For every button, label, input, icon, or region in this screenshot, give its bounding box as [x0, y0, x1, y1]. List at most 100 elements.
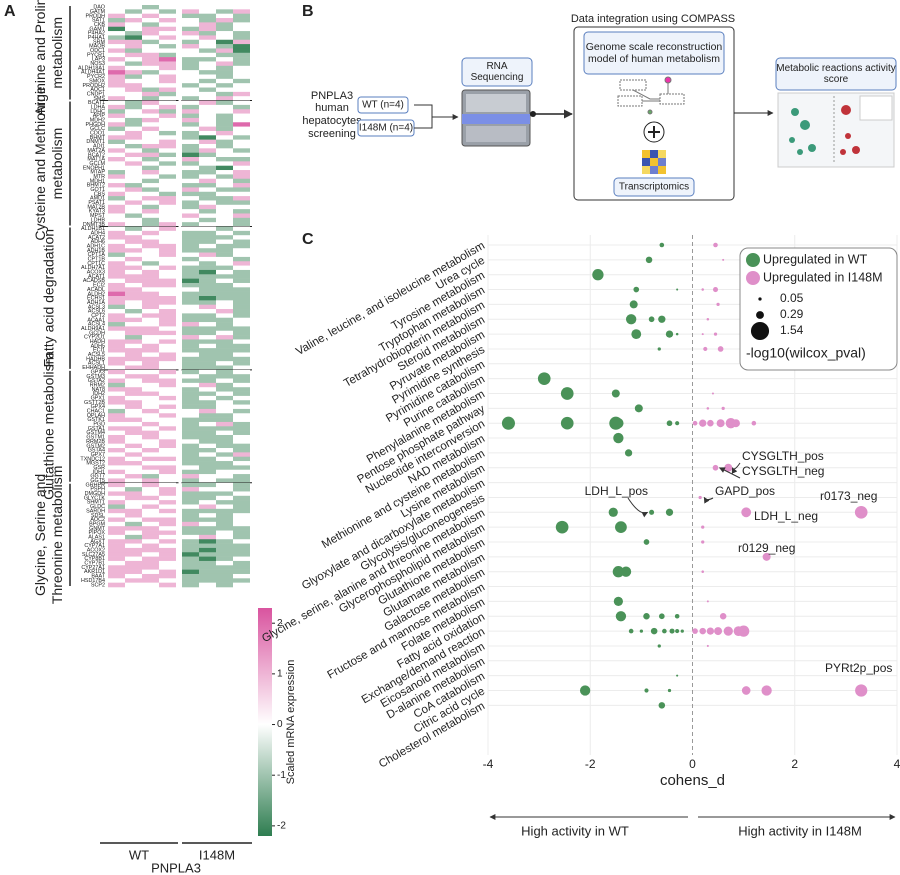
- heatmap-cell: [216, 143, 233, 149]
- heatmap-cell: [142, 239, 159, 245]
- heatmap-cell: [142, 78, 159, 84]
- heatmap-cell: [199, 404, 216, 410]
- heatmap-cell: [142, 526, 159, 531]
- annotation: LDH_L_neg: [754, 509, 818, 523]
- heatmap-cell: [233, 187, 250, 193]
- heatmap-cell: [159, 91, 176, 97]
- annotation: CYSGLTH_pos: [742, 449, 824, 463]
- heatmap-cell: [233, 504, 250, 510]
- heatmap-cell: [142, 534, 159, 540]
- heatmap-cell: [125, 143, 142, 149]
- heatmap-cell: [216, 122, 233, 127]
- heatmap-cell: [233, 500, 250, 505]
- heatmap-cell: [216, 265, 233, 271]
- heatmap-cell: [182, 487, 199, 492]
- heatmap-cell: [125, 161, 142, 167]
- heatmap-cell: [108, 222, 125, 227]
- gene-label: GCLM: [89, 161, 105, 167]
- heatmap-cell: [142, 343, 159, 349]
- gene-label: ACADSB: [83, 278, 106, 284]
- heatmap-cell: [142, 152, 159, 158]
- heatmap-cell: [233, 122, 250, 127]
- heatmap-cell: [108, 48, 125, 54]
- heatmap-cell: [199, 143, 216, 149]
- group-label: Threonine metabolism: [49, 466, 65, 605]
- heatmap-cell: [182, 374, 199, 379]
- heatmap-cell: [142, 70, 159, 75]
- heatmap-cell: [142, 465, 159, 471]
- heatmap-cell: [108, 230, 125, 236]
- heatmap-cell: [233, 113, 250, 119]
- gene-label: GSTT2B: [84, 400, 105, 406]
- heatmap-cell: [199, 13, 216, 19]
- heatmap-cell: [216, 322, 233, 327]
- heatmap-cell: [182, 469, 199, 475]
- heatmap-cell: [142, 378, 159, 384]
- heatmap-cell: [142, 309, 159, 314]
- heatmap-cell: [159, 456, 176, 462]
- heatmap-cell: [233, 31, 250, 36]
- gene-label: GLYCTK: [84, 495, 106, 501]
- heatmap-cell: [125, 487, 142, 492]
- heatmap-cell: [159, 148, 176, 153]
- heatmap-cell: [142, 552, 159, 557]
- heatmap-cell: [216, 296, 233, 301]
- heatmap-cell: [159, 517, 176, 523]
- heatmap-cell: [159, 417, 176, 423]
- gene-label: SLC27A5: [82, 552, 105, 558]
- heatmap-cell: [108, 170, 125, 175]
- heatmap-cell: [108, 400, 125, 405]
- heatmap-cell: [108, 526, 125, 531]
- heatmap-cell: [182, 448, 199, 453]
- heatmap-cell: [125, 22, 142, 28]
- heatmap-cell: [108, 461, 125, 466]
- heatmap-cell: [159, 478, 176, 484]
- workflow-title: Data integration using COMPASS: [571, 13, 735, 25]
- gene-label: BHMT: [90, 135, 106, 141]
- heatmap-cell: [182, 9, 199, 14]
- heatmap-cell: [159, 191, 176, 197]
- column-label: I148M: [199, 847, 235, 862]
- heatmap-cell: [159, 582, 176, 588]
- heatmap-cell: [142, 187, 159, 193]
- heatmap-cell: [199, 170, 216, 175]
- heatmap-cell: [159, 222, 176, 227]
- heatmap-cell: [216, 330, 233, 336]
- gene-label: ECI2: [93, 283, 105, 289]
- heatmap-cell: [182, 461, 199, 466]
- heatmap-cell: [182, 18, 199, 23]
- heatmap-cell: [199, 343, 216, 349]
- heatmap-cell: [199, 57, 216, 62]
- heatmap-cell: [182, 96, 199, 101]
- step-box: [461, 57, 533, 87]
- heatmap-cell: [125, 174, 142, 180]
- heatmap-cell: [182, 426, 199, 431]
- heatmap-cell: [233, 478, 250, 484]
- heatmap-cell: [216, 126, 233, 132]
- dot: [699, 419, 707, 427]
- heatmap-cell: [125, 252, 142, 258]
- gene-label: ALDH18A1: [78, 65, 105, 71]
- heatmap-cell: [125, 122, 142, 127]
- gene-label: HADHB: [86, 356, 105, 362]
- heatmap-cell: [182, 143, 199, 149]
- heatmap-cell: [125, 287, 142, 292]
- heatmap-cell: [216, 573, 233, 579]
- heatmap-cell: [142, 330, 159, 336]
- heatmap-cell: [216, 39, 233, 45]
- heatmap-cell: [216, 539, 233, 544]
- dot: [625, 314, 637, 325]
- heatmap-cell: [142, 200, 159, 206]
- heatmap-cell: [159, 22, 176, 28]
- heatmap-cell: [216, 508, 233, 514]
- heatmap-cell: [142, 339, 159, 345]
- heatmap-cell: [233, 330, 250, 336]
- heatmap-cell: [233, 335, 250, 340]
- heatmap-cell: [199, 191, 216, 197]
- heatmap-cell: [125, 478, 142, 484]
- dot: [644, 688, 649, 693]
- heatmap-cell: [199, 287, 216, 292]
- gene-label: ADH1B: [87, 248, 105, 254]
- heatmap-cell: [216, 91, 233, 97]
- heatmap-cell: [233, 513, 250, 518]
